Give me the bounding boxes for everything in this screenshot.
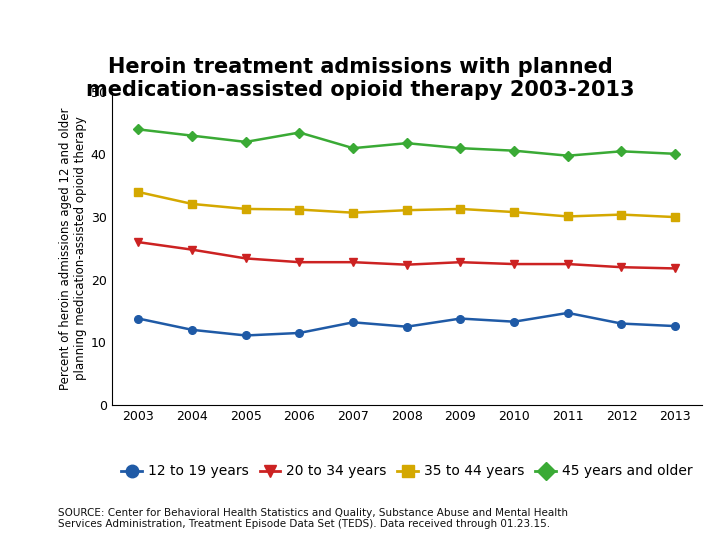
Line: 35 to 44 years: 35 to 44 years bbox=[135, 188, 679, 221]
35 to 44 years bbox=[510, 209, 518, 215]
35 to 44 years bbox=[241, 206, 250, 212]
Y-axis label: Percent of heroin admissions aged 12 and older
planning medication-assisted opio: Percent of heroin admissions aged 12 and… bbox=[58, 107, 86, 390]
20 to 34 years bbox=[617, 264, 626, 271]
45 years and older bbox=[241, 139, 250, 145]
12 to 19 years bbox=[456, 315, 465, 322]
35 to 44 years bbox=[617, 211, 626, 218]
12 to 19 years bbox=[671, 323, 680, 329]
45 years and older bbox=[456, 145, 465, 151]
12 to 19 years bbox=[295, 330, 304, 336]
20 to 34 years bbox=[134, 239, 143, 245]
45 years and older bbox=[510, 147, 518, 154]
35 to 44 years bbox=[456, 206, 465, 212]
20 to 34 years bbox=[348, 259, 357, 266]
20 to 34 years bbox=[188, 246, 197, 253]
35 to 44 years bbox=[134, 189, 143, 195]
Line: 45 years and older: 45 years and older bbox=[135, 126, 679, 159]
Text: SOURCE: Center for Behavioral Health Statistics and Quality, Substance Abuse and: SOURCE: Center for Behavioral Health Sta… bbox=[58, 508, 567, 529]
20 to 34 years bbox=[241, 255, 250, 262]
12 to 19 years bbox=[188, 327, 197, 333]
35 to 44 years bbox=[295, 206, 304, 213]
Legend: 12 to 19 years, 20 to 34 years, 35 to 44 years, 45 years and older: 12 to 19 years, 20 to 34 years, 35 to 44… bbox=[116, 459, 698, 484]
12 to 19 years bbox=[134, 315, 143, 322]
45 years and older bbox=[402, 140, 411, 146]
45 years and older bbox=[564, 152, 572, 159]
20 to 34 years bbox=[402, 261, 411, 268]
20 to 34 years bbox=[564, 261, 572, 267]
20 to 34 years bbox=[671, 265, 680, 272]
12 to 19 years bbox=[617, 320, 626, 327]
35 to 44 years bbox=[402, 207, 411, 213]
45 years and older bbox=[295, 129, 304, 136]
35 to 44 years bbox=[188, 201, 197, 207]
Line: 12 to 19 years: 12 to 19 years bbox=[135, 309, 679, 339]
Line: 20 to 34 years: 20 to 34 years bbox=[135, 238, 679, 272]
12 to 19 years bbox=[241, 332, 250, 339]
35 to 44 years bbox=[348, 210, 357, 216]
45 years and older bbox=[671, 151, 680, 157]
Text: Heroin treatment admissions with planned
medication-assisted opioid therapy 2003: Heroin treatment admissions with planned… bbox=[86, 57, 634, 100]
35 to 44 years bbox=[564, 213, 572, 220]
12 to 19 years bbox=[348, 319, 357, 326]
12 to 19 years bbox=[402, 323, 411, 330]
20 to 34 years bbox=[295, 259, 304, 266]
45 years and older bbox=[134, 126, 143, 133]
20 to 34 years bbox=[456, 259, 465, 266]
12 to 19 years bbox=[564, 309, 572, 316]
20 to 34 years bbox=[510, 261, 518, 267]
12 to 19 years bbox=[510, 319, 518, 325]
35 to 44 years bbox=[671, 214, 680, 220]
45 years and older bbox=[348, 145, 357, 151]
45 years and older bbox=[188, 132, 197, 139]
45 years and older bbox=[617, 148, 626, 154]
